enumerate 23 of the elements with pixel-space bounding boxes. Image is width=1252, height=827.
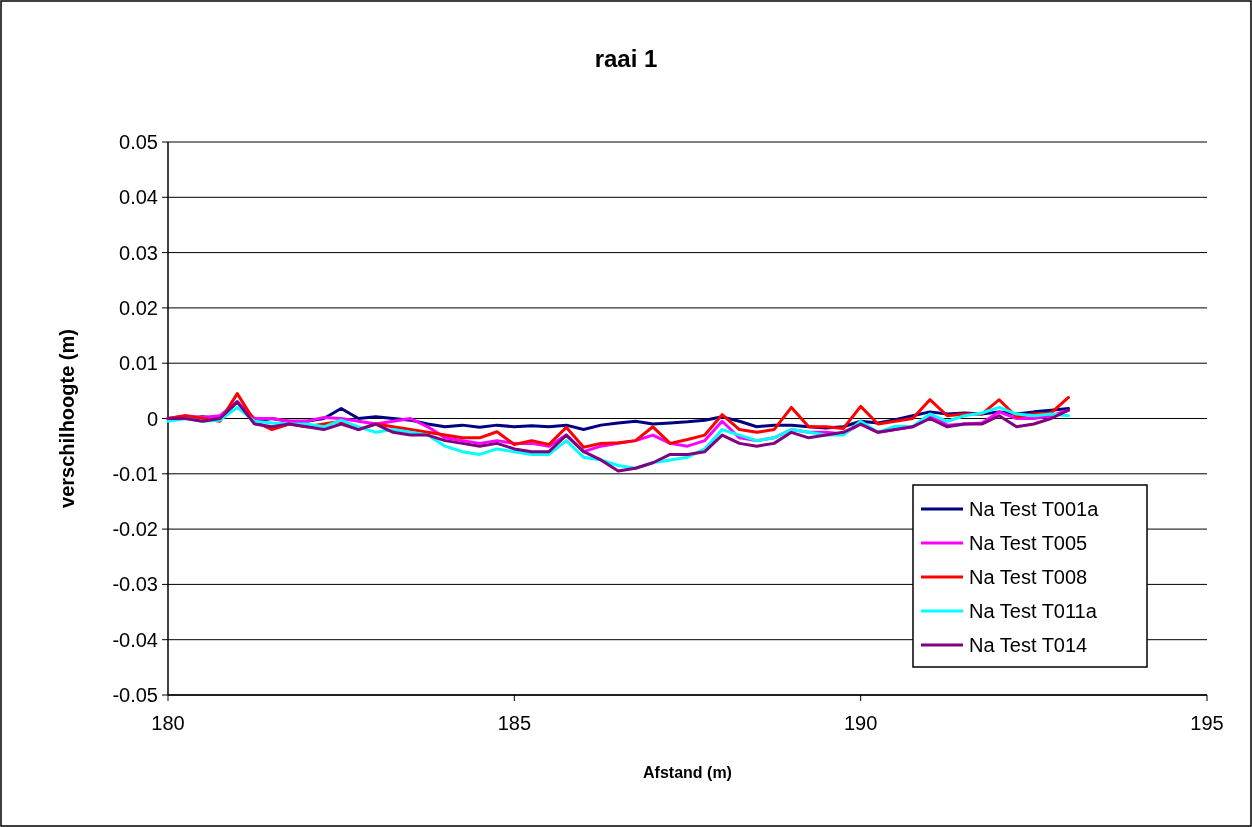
chart-title: raai 1	[594, 45, 658, 72]
legend-label: Na Test T014	[969, 634, 1088, 656]
y-tick-label: 0.01	[119, 352, 158, 375]
x-tick-label: 190	[843, 712, 878, 734]
y-tick-label: -0.04	[112, 628, 158, 651]
x-tick-label: 180	[151, 712, 185, 734]
y-tick-label: 0.04	[119, 186, 158, 209]
y-tick-label: -0.03	[112, 573, 158, 596]
y-tick-label: 0	[146, 407, 158, 430]
x-tick-label: 195	[1190, 712, 1224, 734]
y-tick-label: -0.02	[112, 518, 158, 541]
legend-label: Na Test T001a	[969, 498, 1100, 520]
y-tick-label: -0.01	[112, 462, 158, 485]
y-tick-label: -0.05	[112, 684, 158, 706]
y-axis-title: verschilhoogte (m)	[56, 329, 78, 508]
legend-label: Na Test T011a	[969, 600, 1098, 622]
y-tick-label: 0.03	[119, 241, 158, 264]
y-tick-label: 0.05	[119, 131, 158, 153]
x-tick-label: 185	[497, 712, 532, 734]
legend-label: Na Test T008	[969, 566, 1088, 588]
x-axis-title: Afstand (m)	[643, 764, 732, 781]
y-tick-label: 0.02	[119, 296, 158, 319]
legend-label: Na Test T005	[969, 532, 1088, 554]
